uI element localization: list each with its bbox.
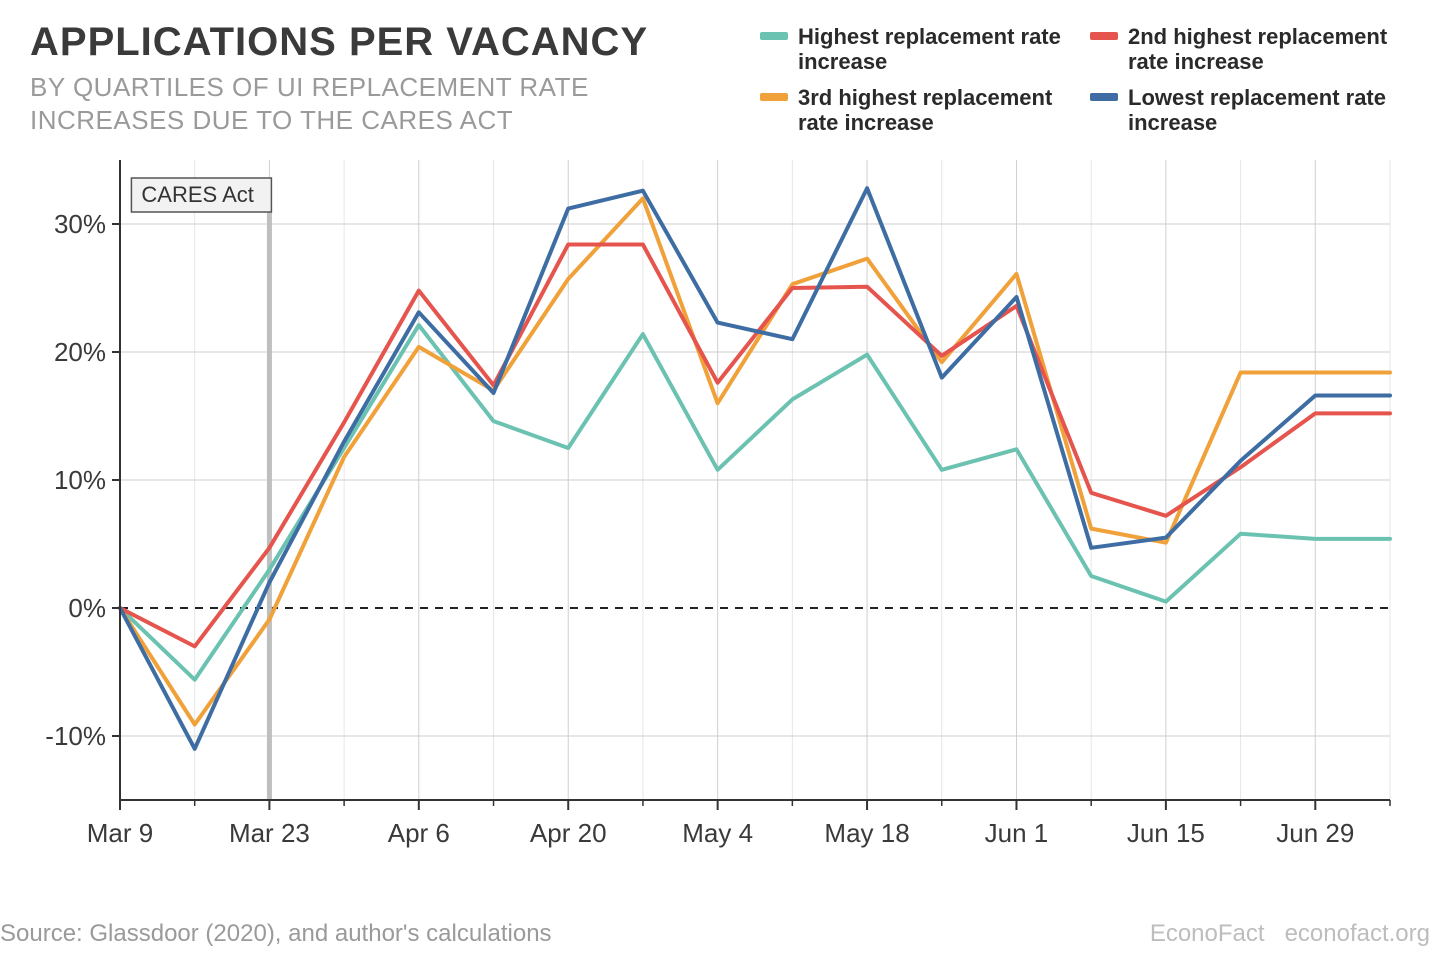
legend-swatch-third xyxy=(760,93,788,101)
legend-swatch-lowest xyxy=(1090,93,1118,101)
legend-label-third: 3rd highest replacement rate increase xyxy=(798,85,1070,136)
legend-label-lowest: Lowest replacement rate increase xyxy=(1128,85,1400,136)
brand-text: EconoFact econofact.org xyxy=(1150,920,1430,948)
x-tick-label: Mar 9 xyxy=(87,818,153,848)
legend-label-second: 2nd highest replacement rate increase xyxy=(1128,24,1400,75)
x-tick-label: Jun 1 xyxy=(985,818,1049,848)
legend-item-second: 2nd highest replacement rate increase xyxy=(1090,24,1400,75)
legend-item-third: 3rd highest replacement rate increase xyxy=(760,85,1070,136)
y-tick-label: 30% xyxy=(54,209,106,239)
chart-legend: Highest replacement rate increase 2nd hig… xyxy=(760,24,1400,135)
brand-url: econofact.org xyxy=(1285,920,1430,947)
chart-title: APPLICATIONS PER VACANCY xyxy=(30,20,730,65)
y-tick-label: 10% xyxy=(54,465,106,495)
chart-header: APPLICATIONS PER VACANCY BY QUARTILES OF… xyxy=(30,20,730,136)
legend-item-lowest: Lowest replacement rate increase xyxy=(1090,85,1400,136)
brand-name: EconoFact xyxy=(1150,920,1265,947)
x-tick-label: Apr 6 xyxy=(388,818,450,848)
y-tick-label: 0% xyxy=(68,593,106,623)
cares-act-label: CARES Act xyxy=(141,182,253,207)
chart-subtitle: BY QUARTILES OF UI REPLACEMENT RATE INCR… xyxy=(30,71,730,136)
x-tick-label: Mar 23 xyxy=(229,818,310,848)
line-chart-svg: -10% 0% 10% 20% 30% Mar 9 Mar 23 Apr 6 Apr 20 May… xyxy=(30,150,1410,870)
y-tick-label: -10% xyxy=(45,721,106,751)
y-tick-label: 20% xyxy=(54,337,106,367)
legend-label-highest: Highest replacement rate increase xyxy=(798,24,1070,75)
x-tick-label: Apr 20 xyxy=(530,818,607,848)
x-tick-label: May 18 xyxy=(824,818,909,848)
source-text: Source: Glassdoor (2020), and author's c… xyxy=(0,920,552,948)
chart-area: -10% 0% 10% 20% 30% Mar 9 Mar 23 Apr 6 Apr 20 May… xyxy=(30,150,1410,870)
legend-swatch-highest xyxy=(760,32,788,40)
x-tick-label: Jun 15 xyxy=(1127,818,1205,848)
chart-footer: Source: Glassdoor (2020), and author's c… xyxy=(0,920,1440,948)
legend-item-highest: Highest replacement rate increase xyxy=(760,24,1070,75)
x-tick-label: May 4 xyxy=(682,818,753,848)
x-tick-label: Jun 29 xyxy=(1276,818,1354,848)
legend-swatch-second xyxy=(1090,32,1118,40)
